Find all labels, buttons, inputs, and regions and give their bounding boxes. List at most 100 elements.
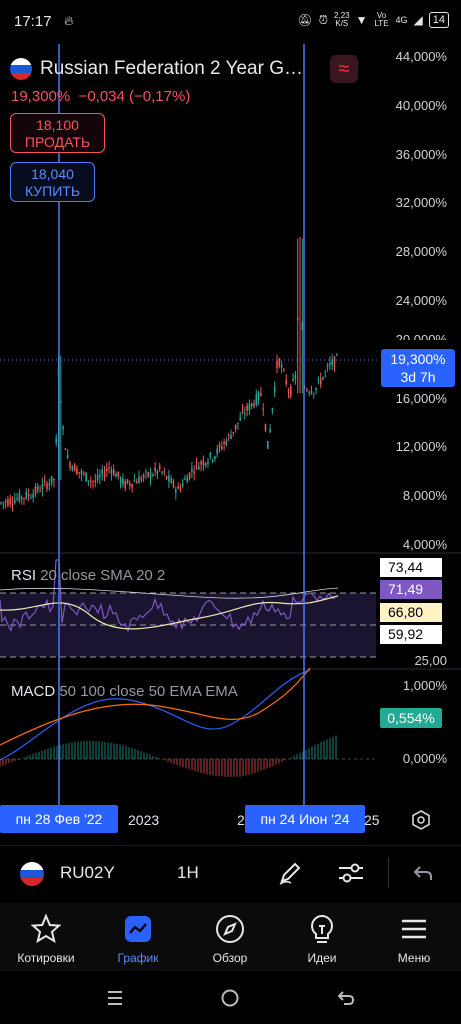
interval-selector[interactable]: 1H — [177, 863, 199, 882]
candle-body — [11, 503, 14, 505]
macd-params: 50 100 close 50 EMA EMA — [59, 683, 238, 700]
candle-body — [313, 393, 315, 395]
candle-body — [184, 478, 186, 480]
symbol-header[interactable]: Russian Federation 2 Year G… — [10, 58, 303, 80]
candle-body — [234, 424, 237, 430]
recent-apps-icon[interactable] — [105, 988, 125, 1008]
candle-body — [179, 487, 182, 491]
candle-body — [191, 469, 193, 472]
candle-body — [129, 483, 131, 486]
lightbulb-icon — [311, 914, 333, 943]
candle-body — [78, 472, 80, 474]
candle-body — [315, 387, 317, 390]
back-icon[interactable] — [336, 988, 356, 1008]
status-icons: 🔕︎ ⏰︎ 2,23 K/S ▼ Vo LTE 4G ◢ 14 — [297, 12, 449, 28]
candle-body — [223, 442, 225, 445]
candle-body — [331, 359, 333, 365]
draw-pencil-icon[interactable] — [277, 860, 303, 886]
symbol-title[interactable]: Russian Federation 2 Year G… — [40, 58, 303, 79]
candle-body — [319, 379, 322, 385]
candle-body — [34, 486, 37, 494]
russia-flag-icon — [10, 58, 32, 80]
home-icon[interactable] — [220, 988, 240, 1008]
candle-body — [237, 422, 239, 424]
macd-title: MACD — [11, 683, 56, 700]
macd-axis-top: 1,000% — [402, 678, 447, 693]
candles-layer — [0, 237, 338, 512]
candle-body — [200, 461, 202, 465]
buy-button[interactable]: 18,040 КУПИТЬ — [10, 162, 95, 202]
candle-body — [4, 500, 7, 503]
macd-legend[interactable]: MACD 50 100 close 50 EMA EMA — [11, 683, 238, 700]
candle-body — [119, 477, 122, 484]
indicator-line — [0, 587, 339, 599]
compass-icon — [216, 915, 244, 943]
candle-body — [207, 461, 209, 464]
candle-body — [85, 472, 87, 482]
chart-area[interactable] — [0, 44, 461, 844]
indicators-icon[interactable] — [337, 860, 365, 886]
settings-hex-icon[interactable] — [410, 809, 432, 831]
indicator-line — [0, 559, 336, 633]
candle-body — [285, 379, 287, 385]
rsi-title: RSI — [11, 567, 37, 584]
candle-body — [269, 428, 271, 433]
candle-body — [103, 473, 106, 478]
candle-body — [126, 479, 129, 484]
candle-body — [138, 476, 140, 484]
undo-icon[interactable] — [412, 862, 434, 884]
candle-body — [106, 468, 108, 472]
nav-quotes[interactable]: Котировки — [0, 903, 92, 971]
candle-body — [276, 361, 278, 369]
candle-body — [324, 371, 327, 373]
candle-body — [142, 474, 145, 478]
bar-countdown: 3d 7h — [400, 369, 436, 385]
candle-body — [188, 472, 191, 479]
chart-toolbar: RU02Y 1H — [0, 845, 461, 902]
candle-body — [246, 405, 248, 411]
candle-body — [152, 475, 154, 477]
candle-body — [260, 393, 262, 396]
nav-ideas[interactable]: Идеи — [276, 903, 368, 971]
chart-canvas[interactable] — [0, 44, 461, 844]
notification-icon: 🔥︎ — [64, 13, 74, 28]
approx-icon[interactable]: ≈ — [330, 55, 358, 83]
candle-body — [306, 389, 308, 391]
candle-body — [278, 358, 281, 367]
candle-body — [198, 466, 200, 470]
candle-body — [292, 378, 294, 381]
candle-body — [273, 386, 276, 393]
nav-overview[interactable]: Обзор — [184, 903, 276, 971]
candle-body — [329, 362, 331, 365]
candle-body — [156, 470, 159, 474]
nav-menu[interactable]: Меню — [368, 903, 460, 971]
candle-body — [241, 410, 244, 413]
candle-body — [43, 480, 46, 482]
sell-button[interactable]: 18,100 ПРОДАТЬ — [10, 113, 105, 153]
price-axis-label: 8,000% — [402, 488, 447, 504]
time-label-2023: 2023 — [128, 812, 160, 828]
symbol-flag-icon[interactable] — [20, 862, 44, 886]
price-axis-label: 24,000% — [395, 293, 447, 308]
nav-chart[interactable]: График — [92, 903, 184, 971]
candle-body — [46, 483, 48, 490]
status-time: 17:17 — [14, 13, 52, 30]
candle-body — [308, 392, 310, 394]
symbol-price-change: 19,300% −0,034 (−0,17%) — [11, 88, 190, 105]
candle-body — [87, 480, 90, 482]
volte-label: Vo LTE — [374, 11, 389, 28]
candle-body — [133, 480, 136, 482]
candle-body — [296, 317, 299, 321]
candle-body — [16, 497, 18, 500]
candle-body — [227, 434, 230, 436]
candle-body — [195, 461, 198, 464]
candle-body — [214, 456, 216, 459]
symbol-selector[interactable]: RU02Y — [60, 863, 115, 882]
rsi-legend[interactable]: RSI 20 close SMA 20 2 — [11, 567, 165, 584]
rsi-axis-label: 25,00 — [414, 653, 447, 668]
candle-body — [2, 502, 5, 504]
candle-body — [108, 467, 110, 469]
candle-body — [264, 423, 267, 431]
indicator-line — [0, 595, 339, 630]
candle-body — [333, 356, 336, 368]
